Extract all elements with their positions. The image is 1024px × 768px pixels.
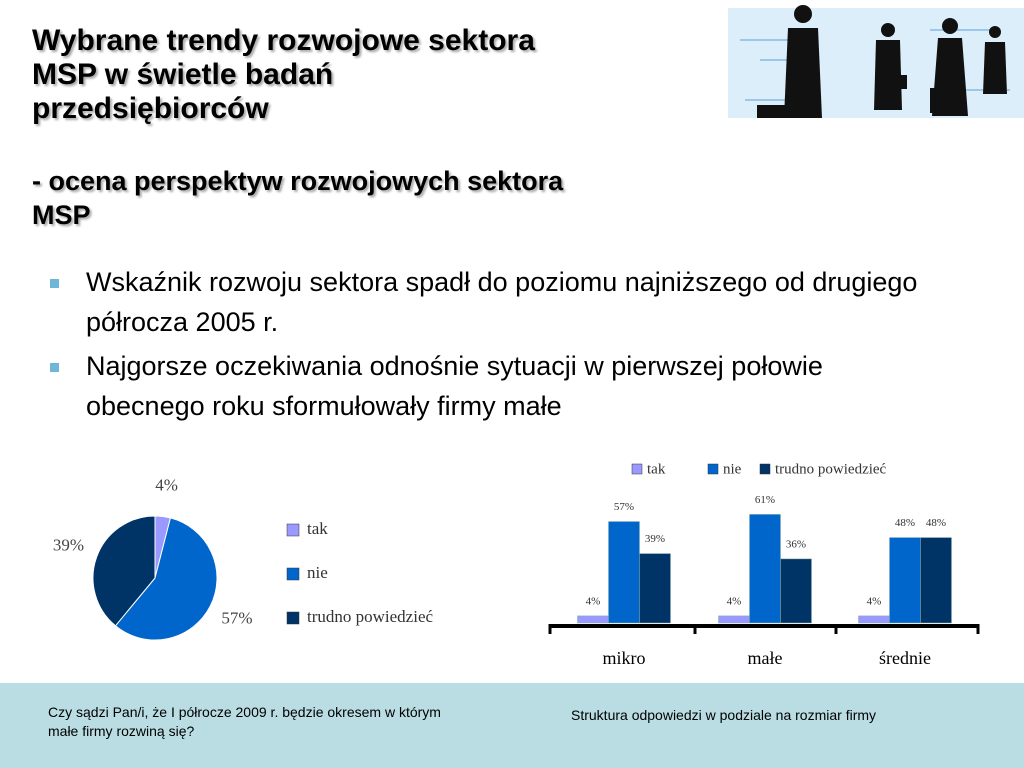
photo (728, 5, 1024, 118)
data-label: 4% (586, 595, 601, 607)
bar (608, 521, 640, 624)
legend-label: tak (307, 519, 328, 538)
data-label: 57% (614, 501, 634, 513)
bullet: Wskaźnik rozwoju sektora spadł do poziom… (44, 262, 944, 342)
bar (749, 514, 781, 624)
title: Wybrane trendy rozwojowe sektora MSP w ś… (32, 24, 535, 126)
bar (780, 558, 812, 624)
x-tick-label: małe (748, 648, 783, 668)
bullet-list: Wskaźnik rozwoju sektora spadł do poziom… (44, 262, 944, 430)
pie-slice (92, 515, 156, 627)
data-label: 48% (895, 517, 915, 529)
bar (920, 537, 952, 624)
bar (577, 615, 609, 624)
data-label: 4% (727, 595, 742, 607)
bar (889, 537, 921, 624)
legend-label: nie (307, 563, 328, 582)
legend-label: tak (647, 461, 666, 477)
title-line: przedsiębiorców (32, 92, 269, 125)
legend-swatch (286, 611, 300, 625)
subtitle: - ocena perspektyw rozwojowych sektora M… (32, 164, 563, 232)
title-line: MSP w świetle badań (32, 58, 334, 91)
legend-swatch (759, 463, 771, 475)
bar (718, 615, 750, 624)
data-label: 57% (221, 609, 252, 628)
subtitle-line: MSP (32, 200, 91, 230)
bullet: Najgorsze oczekiwania odnośnie sytuacji … (44, 346, 944, 426)
legend-swatch (286, 523, 300, 537)
pie-slice (114, 517, 218, 641)
caption-band (0, 683, 1024, 768)
data-label: 61% (755, 494, 775, 506)
legend-label: nie (723, 461, 742, 477)
legend-swatch (707, 463, 719, 475)
data-label: 36% (786, 538, 806, 550)
subtitle-line: - ocena perspektyw rozwojowych sektora (32, 166, 564, 196)
data-label: 39% (53, 536, 84, 555)
charts: 4% tak 57% nie 39% trudno powiedzieć mikro małe… (53, 5, 1024, 668)
bar (858, 615, 890, 624)
legend-swatch (631, 463, 643, 475)
legend-label: trudno powiedzieć (775, 461, 887, 477)
data-label: 4% (155, 476, 178, 495)
x-tick-label: mikro (603, 648, 646, 668)
title-line: Wybrane trendy rozwojowe sektora (32, 24, 535, 57)
data-label: 4% (867, 595, 882, 607)
data-label: 39% (645, 533, 665, 545)
legend-label: trudno powiedzieć (307, 607, 433, 626)
data-label: 48% (926, 517, 946, 529)
bar (639, 553, 671, 624)
x-tick-label: średnie (879, 648, 931, 668)
caption: Czy sądzi Pan/i, że I półrocze 2009 r. b… (48, 704, 441, 739)
caption: Struktura odpowiedzi w podziale na rozmi… (571, 707, 877, 723)
legend-swatch (286, 567, 300, 581)
